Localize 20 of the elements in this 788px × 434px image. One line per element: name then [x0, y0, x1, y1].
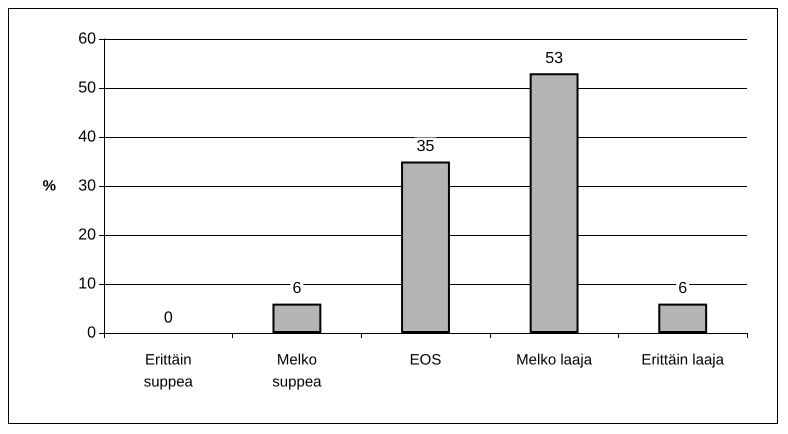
data-label: 6: [678, 280, 688, 298]
y-tick-label: 30: [78, 178, 96, 194]
y-tick-label: 20: [78, 226, 96, 244]
data-label: 0: [164, 310, 173, 326]
x-tick-label: Erittäin suppea: [144, 352, 194, 390]
y-tick-label: 60: [78, 30, 96, 48]
bar: [272, 304, 322, 333]
y-axis-title: %: [42, 178, 56, 194]
y-tick-label: 50: [78, 80, 96, 96]
y-tick-label: 40: [78, 128, 96, 146]
x-tick-label: EOS: [410, 352, 442, 368]
y-tick-label: 0: [87, 324, 96, 342]
x-tick-label: Melko laaja: [516, 352, 593, 368]
bar: [658, 304, 708, 333]
y-tick-label: 10: [78, 276, 96, 292]
x-tick-label: Erittäin laaja: [641, 352, 725, 368]
data-label: 53: [545, 50, 564, 67]
x-tick-label: Melko suppea: [272, 352, 322, 390]
data-label: 35: [416, 138, 434, 155]
data-label: 6: [292, 280, 302, 298]
